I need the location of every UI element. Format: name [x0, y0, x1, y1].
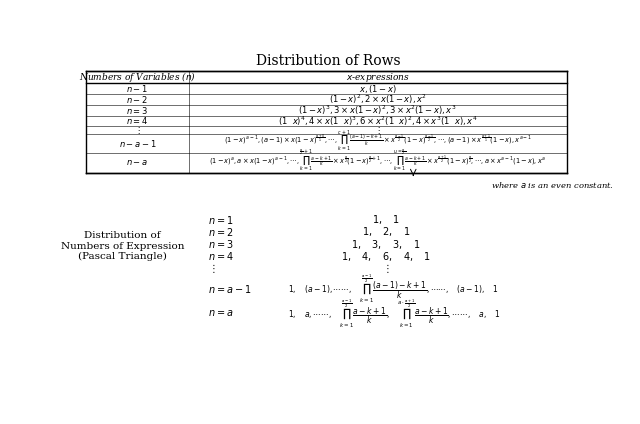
Text: $\vdots$: $\vdots$	[374, 125, 381, 136]
Text: where $a$ is an even constant.: where $a$ is an even constant.	[491, 180, 614, 190]
Text: $1,\quad 2,\quad 1$: $1,\quad 2,\quad 1$	[362, 225, 410, 238]
Text: $1,\quad 1$: $1,\quad 1$	[372, 213, 400, 226]
Text: $(1-x)^a,a\times x(1-x)^{a-1},\cdots,\prod_{k=1}^{\frac{a}{2}+1}\frac{a-k+1}{k}\: $(1-x)^a,a\times x(1-x)^{a-1},\cdots,\pr…	[209, 147, 546, 173]
Text: $1,\quad (a-1),\cdots\cdots,\quad\prod_{k=1}^{\frac{a-1}{2}}\dfrac{(a-1)-k+1}{k}: $1,\quad (a-1),\cdots\cdots,\quad\prod_{…	[289, 273, 499, 305]
Text: Numbers of Variables ($n$): Numbers of Variables ($n$)	[79, 70, 196, 84]
Text: $n-1$: $n-1$	[126, 83, 148, 94]
Text: $(1\ \ x)^4,4\times x(1\ \ x)^3,6\times x^2(1\ \ x)^2,4\times x^3(1\ \ x),x^4$: $(1\ \ x)^4,4\times x(1\ \ x)^3,6\times …	[278, 114, 477, 128]
Text: $1,\quad a,\cdots\cdots,\quad\prod_{k=1}^{\frac{a-1}{2}}\dfrac{a-k+1}{k},\quad\p: $1,\quad a,\cdots\cdots,\quad\prod_{k=1}…	[287, 297, 500, 329]
Text: $n-a$: $n-a$	[126, 158, 148, 167]
Text: $n-a-1$: $n-a-1$	[118, 138, 156, 149]
Text: $n=2$: $n=2$	[208, 226, 233, 238]
Text: $1,\quad 3,\quad 3,\quad 1$: $1,\quad 3,\quad 3,\quad 1$	[351, 237, 420, 251]
Text: $n=3$: $n=3$	[208, 238, 234, 250]
Text: $n=3$: $n=3$	[126, 105, 148, 116]
Text: $\vdots$: $\vdots$	[208, 262, 215, 275]
Text: $n=4$: $n=4$	[126, 115, 148, 126]
Text: $n=a-1$: $n=a-1$	[208, 283, 252, 295]
Text: $(1-x)^2,2\times x(1-x),x^2$: $(1-x)^2,2\times x(1-x),x^2$	[328, 93, 427, 106]
Text: Distribution of
Numbers of Expression
(Pascal Triangle): Distribution of Numbers of Expression (P…	[61, 232, 184, 262]
Text: $x$-expressions: $x$-expressions	[346, 70, 410, 84]
Bar	[86, 71, 566, 173]
Text: $\vdots$: $\vdots$	[134, 125, 141, 136]
Text: $(1-x)^{a-1},(a-1)\times x(1-x)^{\frac{a+0}{1}},\cdots,\prod_{k=1}^{c+1}\frac{(a: $(1-x)^{a-1},(a-1)\times x(1-x)^{\frac{a…	[223, 129, 532, 153]
Text: $\vdots$: $\vdots$	[383, 262, 390, 275]
Text: $1,\quad 4,\quad 6,\quad 4,\quad 1$: $1,\quad 4,\quad 6,\quad 4,\quad 1$	[341, 250, 431, 263]
Text: $(1-x)^3,3\times x(1-x)^2,3\times x^2(1-x),x^3$: $(1-x)^3,3\times x(1-x)^2,3\times x^2(1-…	[298, 103, 457, 117]
Text: $x,(1-x)$: $x,(1-x)$	[358, 83, 397, 95]
Text: Distribution of Rows: Distribution of Rows	[256, 54, 400, 68]
Text: $n=4$: $n=4$	[208, 251, 234, 262]
Text: $n=1$: $n=1$	[208, 214, 233, 226]
Text: $n-2$: $n-2$	[126, 94, 148, 105]
Text: $n=a$: $n=a$	[208, 308, 234, 318]
